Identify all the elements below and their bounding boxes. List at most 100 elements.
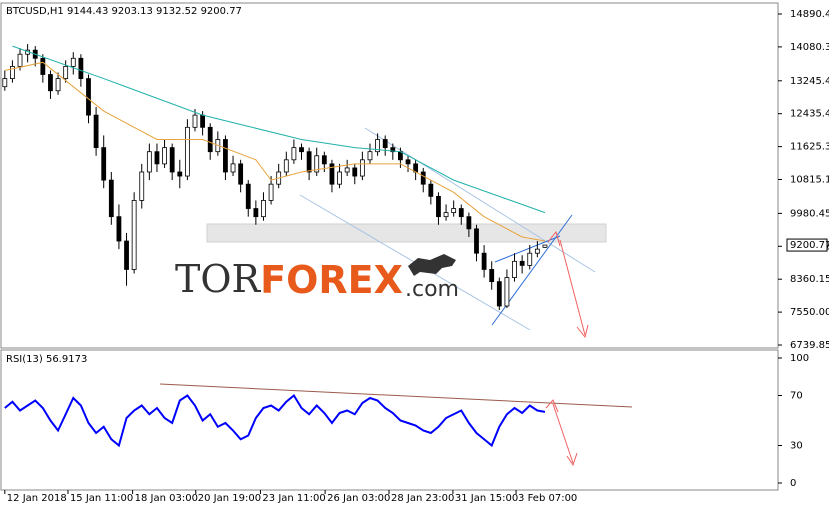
candle-body xyxy=(261,200,266,218)
candle-body xyxy=(139,171,145,201)
x-tick-label: 3 Feb 07:00 xyxy=(518,493,577,504)
candle-body xyxy=(496,281,502,307)
candle-body xyxy=(382,139,388,149)
logo-tor: TOR xyxy=(175,257,261,301)
x-tick-label: 12 Jan 2018 xyxy=(7,493,67,504)
candle-body xyxy=(337,171,342,185)
candle-body xyxy=(48,74,53,92)
candle-body xyxy=(238,163,244,185)
y-tick-label: 30 xyxy=(790,441,803,452)
candle-body xyxy=(245,183,251,209)
y-tick-label: 0 xyxy=(790,478,796,489)
wedge-line xyxy=(491,214,573,326)
logo: TORFOREX xyxy=(175,257,403,302)
candle-body xyxy=(70,57,76,67)
arrow-head xyxy=(545,399,559,413)
candle-body xyxy=(321,155,327,165)
x-tick-label: 28 Jan 23:00 xyxy=(391,493,454,504)
annotations xyxy=(159,127,633,467)
price-panel xyxy=(0,2,779,349)
candle-body xyxy=(283,159,289,173)
candle-body xyxy=(63,66,69,79)
candle-body xyxy=(527,252,533,266)
candle-body xyxy=(344,167,350,173)
candle-body xyxy=(108,179,114,218)
candle-body xyxy=(124,240,129,270)
candle-body xyxy=(359,159,365,177)
y-tick-label: 7550.00 xyxy=(790,307,829,318)
candle-body xyxy=(519,260,525,266)
candle-body xyxy=(474,228,479,254)
candle-body xyxy=(542,244,548,248)
candle-body xyxy=(428,183,434,197)
x-tick-label: 18 Jan 03:00 xyxy=(135,493,198,504)
candle-body xyxy=(268,183,274,201)
zone xyxy=(206,223,607,243)
y-tick-label: 9980.45 xyxy=(790,208,829,219)
x-tick-label: 31 Jan 15:00 xyxy=(455,493,518,504)
y-tick-label: 12435.45 xyxy=(790,109,829,120)
arrow xyxy=(552,403,574,464)
x-tick-label: 26 Jan 03:00 xyxy=(327,493,390,504)
candle-body xyxy=(451,208,457,214)
candle-body xyxy=(314,155,320,173)
arrow-head xyxy=(566,452,578,467)
candle-body xyxy=(512,260,517,278)
arrow-head xyxy=(547,230,561,247)
x-tick-label: 15 Jan 11:00 xyxy=(70,493,133,504)
candle-body xyxy=(177,171,183,177)
candle-body xyxy=(146,151,152,173)
candle-body xyxy=(131,200,137,270)
candle-body xyxy=(481,252,487,270)
candle-body xyxy=(78,57,84,79)
candle-body xyxy=(253,208,259,218)
candle-body xyxy=(443,212,449,218)
y-tick-label: 8360.15 xyxy=(790,274,829,285)
candle-body xyxy=(2,78,8,88)
candle-body xyxy=(101,147,107,181)
candle-body xyxy=(86,78,91,116)
y-tick-label: 70 xyxy=(790,391,803,402)
arrow xyxy=(559,239,586,336)
candle-body xyxy=(93,114,99,149)
candle-body xyxy=(192,114,198,128)
candle-body xyxy=(169,147,175,173)
y-tick-label: 100 xyxy=(790,353,809,364)
moving-average xyxy=(4,61,546,242)
rsi-title: RSI(13) 56.9173 xyxy=(6,354,87,365)
candle-body xyxy=(375,139,380,153)
x-tick-label: 23 Jan 11:00 xyxy=(262,493,325,504)
logo-com: .com xyxy=(405,277,459,302)
logo-forex: FOREX xyxy=(260,258,403,302)
y-tick-label: 13245.45 xyxy=(790,76,829,87)
candle-body xyxy=(306,151,312,173)
x-tick-label: 20 Jan 19:00 xyxy=(198,493,261,504)
y-tick-label: 10815.15 xyxy=(790,174,829,185)
moving-average xyxy=(12,45,546,214)
price-label-box xyxy=(786,238,828,252)
arrow-head xyxy=(576,324,589,339)
candle-body xyxy=(116,216,122,242)
rsi-line xyxy=(4,393,546,448)
candle-body xyxy=(55,78,61,92)
candle-body xyxy=(329,163,335,185)
y-tick-label: 14080.30 xyxy=(790,42,829,53)
watermark: TORFOREX .com xyxy=(175,254,459,302)
candle-body xyxy=(420,171,426,185)
candle-body xyxy=(184,126,190,177)
candle-body xyxy=(154,151,160,165)
candle-body xyxy=(207,126,213,153)
price-title: BTCUSD,H1 9144.43 9203.13 9132.52 9200.7… xyxy=(6,6,242,17)
candle-body xyxy=(200,114,206,128)
candle-body xyxy=(458,208,464,218)
candle-body xyxy=(504,277,510,307)
candle-body xyxy=(436,195,441,218)
y-tick-label: 6739.85 xyxy=(790,340,829,351)
candle-body xyxy=(534,248,540,254)
candle-body xyxy=(299,147,304,153)
candle-body xyxy=(40,57,46,75)
candle-body xyxy=(10,66,15,79)
candle-body xyxy=(390,147,396,153)
candle-body xyxy=(367,151,373,161)
